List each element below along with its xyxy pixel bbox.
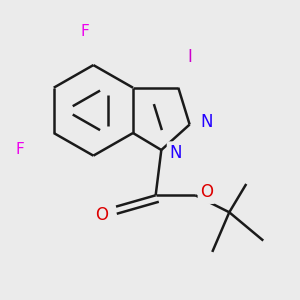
- Text: F: F: [15, 142, 24, 158]
- Text: N: N: [169, 144, 182, 162]
- Text: I: I: [187, 48, 192, 66]
- Text: O: O: [95, 206, 108, 224]
- Text: O: O: [200, 184, 213, 202]
- Text: N: N: [200, 113, 213, 131]
- Text: F: F: [80, 24, 89, 39]
